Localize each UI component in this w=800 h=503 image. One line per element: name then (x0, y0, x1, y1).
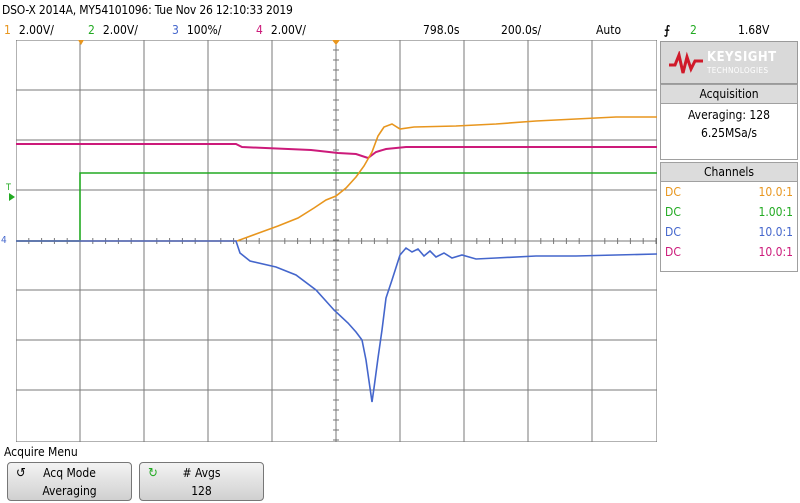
channel-1-coupling: DC (665, 185, 681, 199)
num-avgs-value: 128 (191, 484, 212, 498)
acquisition-rate: 6.25MSa/s (700, 126, 758, 140)
window-title: DSO-X 2014A, MY54101096: Tue Nov 26 12:1… (2, 3, 293, 17)
time-reference-marker (332, 40, 340, 45)
trigger-level[interactable]: 1.68V (738, 23, 770, 37)
channel-4-number: 4 (256, 23, 263, 37)
channel-3-row[interactable]: DC 10.0:1 (661, 222, 797, 242)
acquisition-title: Acquisition (661, 85, 797, 104)
channel-3-trace (16, 240, 657, 403)
entry-knob-icon: ↻ (148, 466, 158, 481)
channel-ground-marker[interactable]: 4 (1, 235, 7, 246)
menu-title: Acquire Menu (4, 445, 78, 459)
channel-1-row[interactable]: DC 10.0:1 (661, 182, 797, 202)
channel-4-coupling: DC (665, 245, 681, 259)
trigger-mode[interactable]: Auto (596, 23, 622, 37)
channel-4-row[interactable]: DC 10.0:1 (661, 242, 797, 262)
trigger-level-marker[interactable] (9, 193, 15, 201)
channel-3-scale[interactable]: 3 100%/ (172, 23, 221, 37)
channel-1-probe: 10.0:1 (758, 185, 793, 199)
trigger-position-marker[interactable] (78, 40, 84, 45)
time-delay[interactable]: 798.0s (423, 23, 460, 37)
acq-mode-softkey[interactable]: ↺ Acq Mode Averaging (7, 462, 132, 501)
channel-2-scale[interactable]: 2 2.00V/ (88, 23, 138, 37)
channels-panel: Channels DC 10.0:1 DC 1.00:1 DC 10.0:1 D… (660, 162, 798, 272)
num-avgs-softkey[interactable]: ↻ # Avgs 128 (139, 462, 264, 501)
channel-1-scale[interactable]: 1 2.00V/ (4, 23, 54, 37)
waveform-display[interactable] (16, 40, 657, 442)
channel-1-number: 1 (4, 23, 11, 37)
acq-mode-label: Acq Mode (43, 466, 96, 480)
channel-4-trace (16, 143, 657, 160)
channel-1-scale-value: 2.00V/ (18, 23, 54, 37)
channel-1-trace (16, 116, 657, 242)
channel-3-number: 3 (172, 23, 179, 37)
keysight-logo: KEYSIGHT TECHNOLOGIES (660, 41, 798, 84)
logo-name: KEYSIGHT (707, 50, 777, 65)
channel-3-coupling: DC (665, 225, 681, 239)
channel-4-probe: 10.0:1 (758, 245, 793, 259)
channels-title: Channels (661, 163, 797, 182)
channel-4-scale-value: 2.00V/ (270, 23, 306, 37)
num-avgs-label: # Avgs (182, 466, 221, 480)
acquisition-panel: Acquisition Averaging: 128 6.25MSa/s (660, 84, 798, 160)
channel-2-number: 2 (88, 23, 95, 37)
channel-2-coupling: DC (665, 205, 681, 219)
channel-2-scale-value: 2.00V/ (102, 23, 138, 37)
acq-mode-value: Averaging (42, 484, 97, 498)
channel-2-probe: 1.00:1 (758, 205, 793, 219)
trigger-level-label: T (6, 183, 11, 193)
channel-3-scale-value: 100%/ (186, 23, 222, 37)
channel-4-scale[interactable]: 4 2.00V/ (256, 23, 306, 37)
wave-logo-icon (669, 51, 703, 74)
trigger-source[interactable]: 2 (690, 23, 697, 37)
acquisition-mode: Averaging: 128 (688, 108, 770, 122)
channel-3-probe: 10.0:1 (758, 225, 793, 239)
logo-subtitle: TECHNOLOGIES (707, 66, 769, 75)
time-scale[interactable]: 200.0s/ (501, 23, 542, 37)
trigger-edge-icon: ⨍ (664, 23, 671, 37)
softkey-rotate-icon: ↺ (16, 466, 26, 481)
channel-2-row[interactable]: DC 1.00:1 (661, 202, 797, 222)
